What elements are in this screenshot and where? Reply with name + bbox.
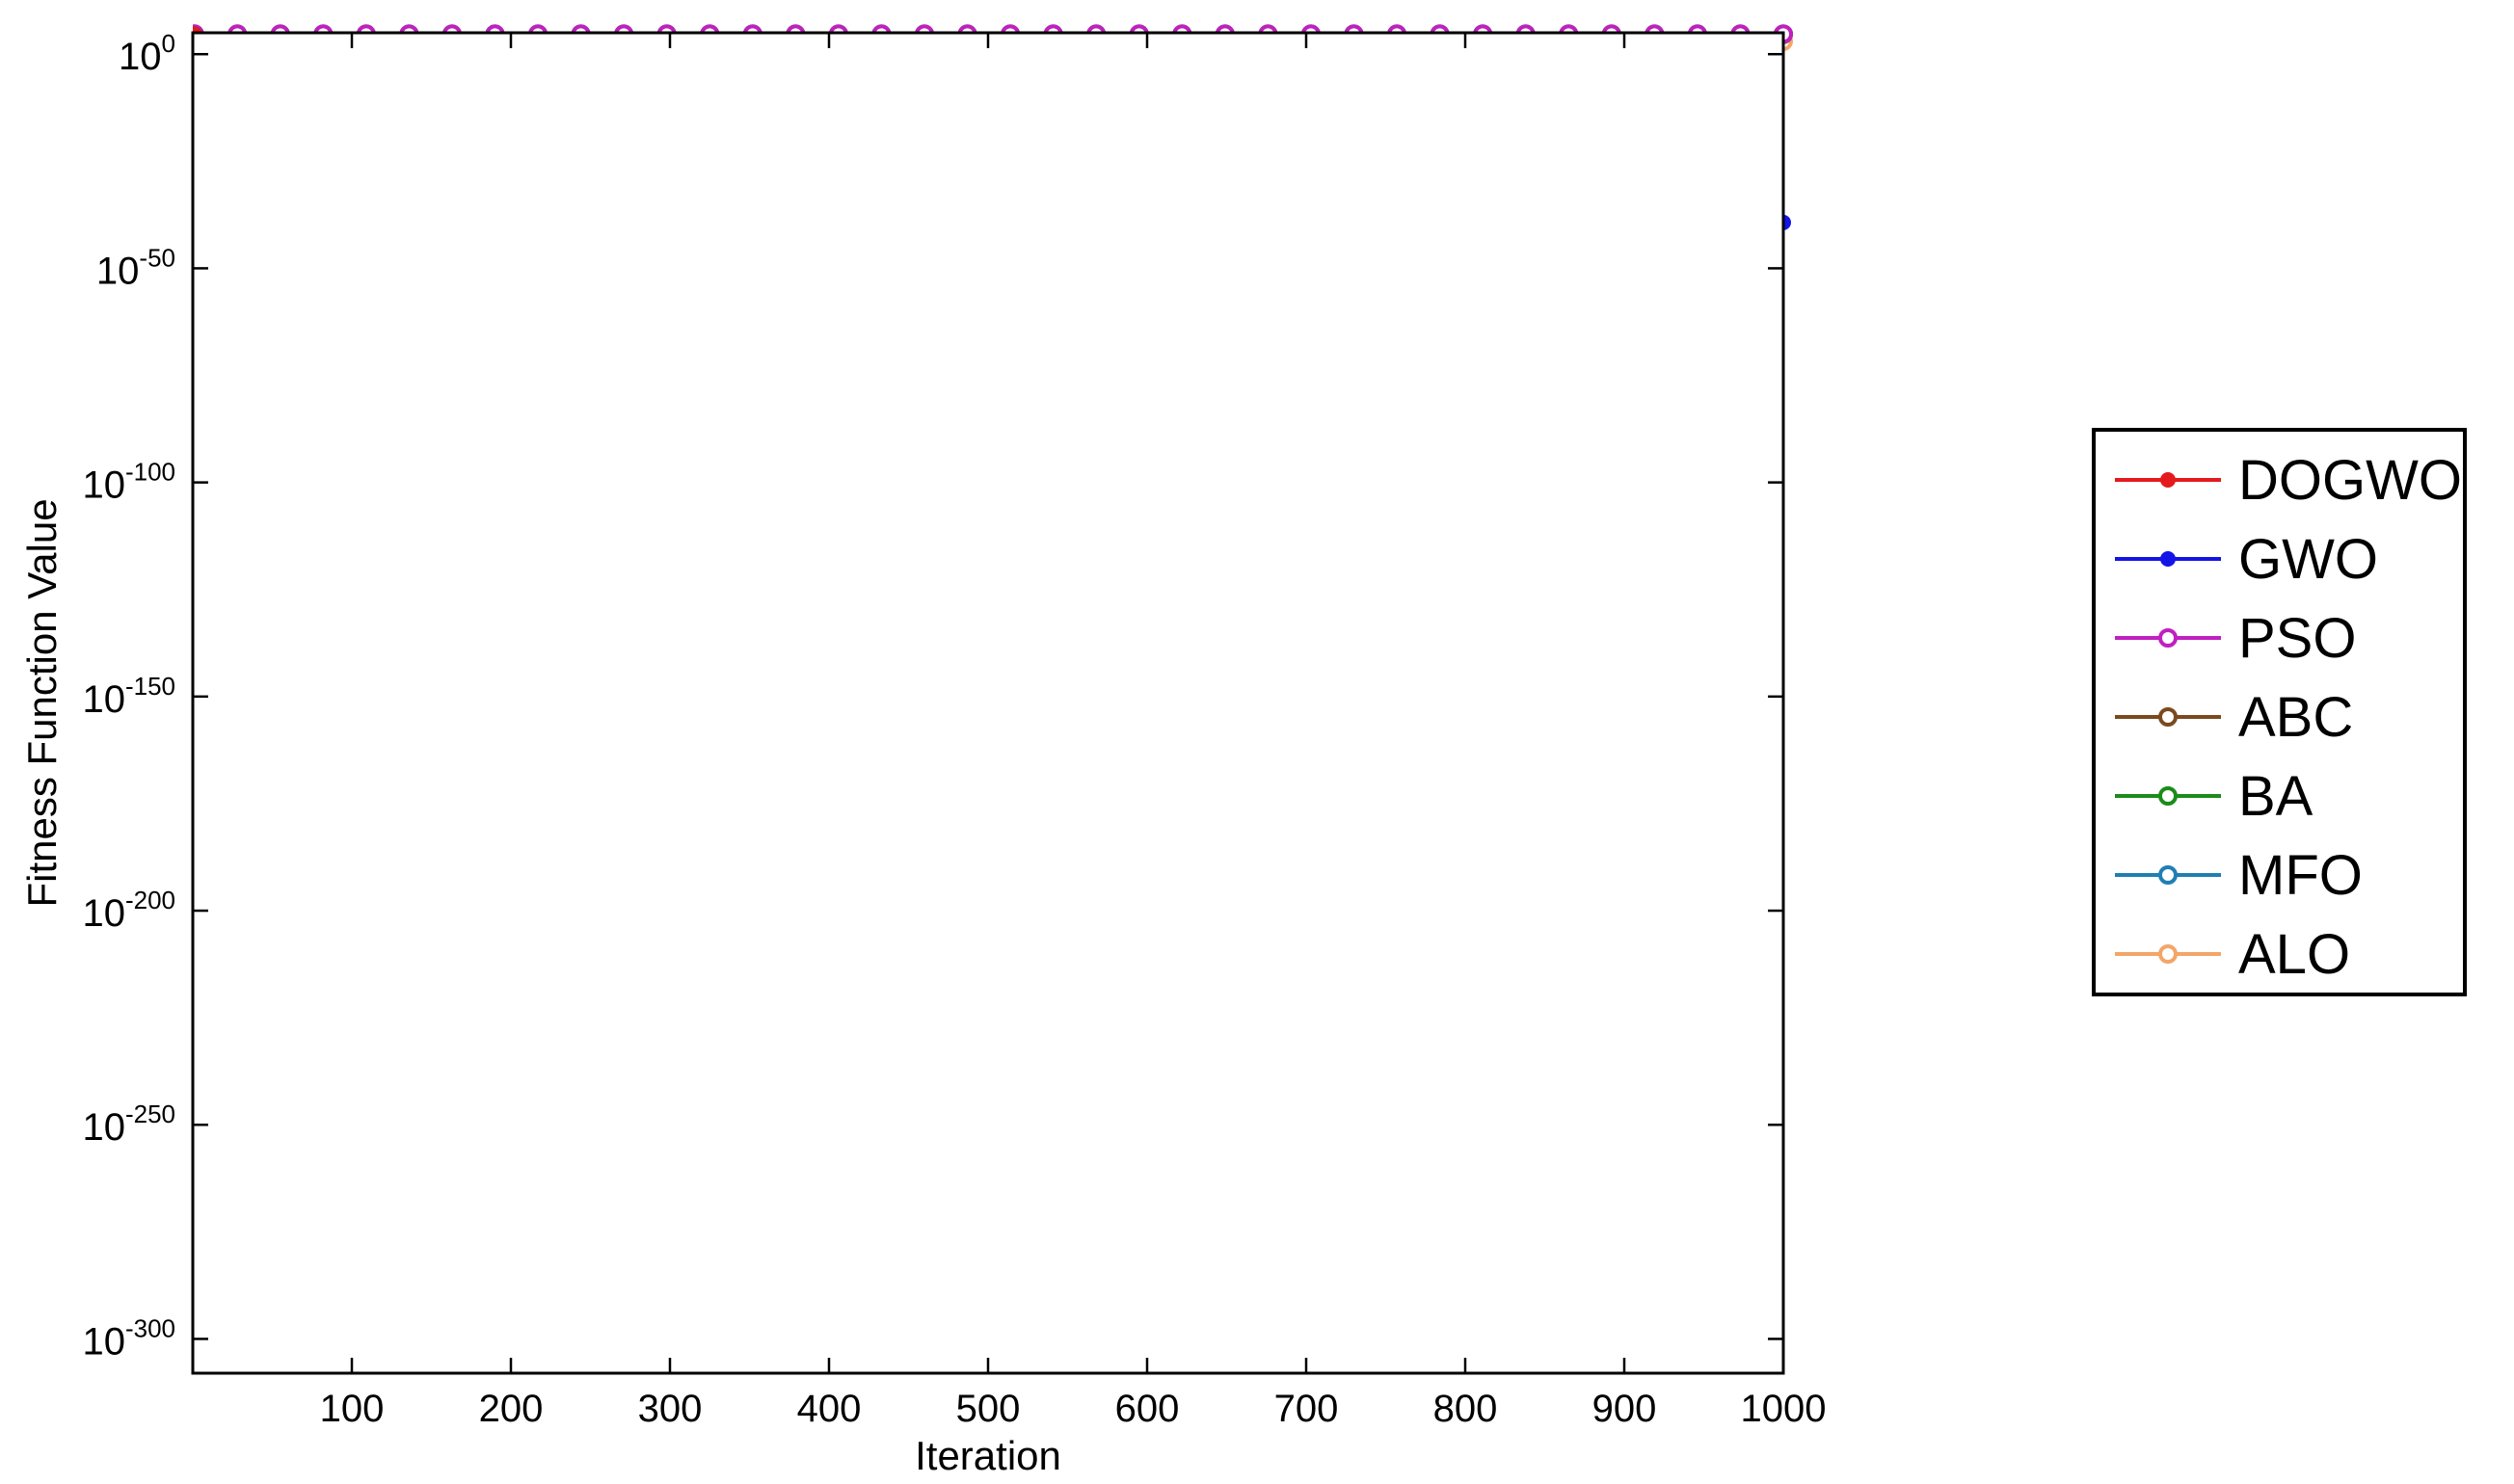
legend-label: ABC: [2238, 686, 2353, 749]
legend-label: GWO: [2238, 528, 2378, 591]
legend-item-abc: ABC: [2115, 686, 2353, 749]
data-point: [2158, 944, 2178, 964]
data-point: [2158, 786, 2178, 806]
y-tick-label: 10-200: [82, 886, 175, 935]
y-tick-label: 10-300: [82, 1313, 175, 1363]
legend-label: DOGWO: [2238, 449, 2462, 512]
axes: 100 200 300 400 500 600 700 800 900 1000 100 10-50 1…: [82, 29, 1826, 1430]
y-tick-label: 100: [119, 29, 175, 78]
legend-label: PSO: [2238, 607, 2357, 670]
x-tick-label: 800: [1433, 1388, 1498, 1430]
y-axis-title: Fitness Function Value: [19, 498, 65, 907]
x-tick-label: 300: [638, 1388, 703, 1430]
legend: DOGWO GWO PSO ABC BA MFO ALO: [2092, 428, 2467, 996]
legend-label: ALO: [2238, 923, 2350, 986]
data-point: [2160, 551, 2176, 567]
legend-item-gwo: GWO: [2115, 528, 2378, 591]
y-tick-label: 10-150: [82, 672, 175, 721]
legend-box: [2092, 428, 2467, 996]
legend-item-dogwo: DOGWO: [2115, 449, 2462, 512]
x-tick-label: 700: [1274, 1388, 1339, 1430]
x-tick-label: 1000: [1741, 1388, 1827, 1430]
x-tick-label: 600: [1115, 1388, 1180, 1430]
legend-label: MFO: [2238, 844, 2363, 907]
legend-item-mfo: MFO: [2115, 844, 2363, 907]
x-tick-label: 400: [797, 1388, 862, 1430]
legend-label: BA: [2238, 765, 2313, 828]
y-tick-label: 10-50: [96, 243, 175, 292]
y-tick-label: 10-100: [82, 458, 175, 507]
data-point: [2158, 865, 2178, 885]
legend-item-pso: PSO: [2115, 607, 2357, 670]
data-point: [2158, 707, 2178, 727]
x-tick-label: 900: [1592, 1388, 1657, 1430]
data-point: [2160, 472, 2176, 488]
x-tick-label: 200: [479, 1388, 544, 1430]
legend-item-ba: BA: [2115, 765, 2313, 828]
x-tick-label: 500: [956, 1388, 1021, 1430]
legend-item-alo: ALO: [2115, 923, 2350, 986]
x-axis-title: Iteration: [915, 1433, 1061, 1478]
x-tick-label: 100: [320, 1388, 385, 1430]
data-point: [2158, 628, 2178, 648]
plot-frame: [191, 31, 1785, 1375]
y-tick-label: 10-250: [82, 1100, 175, 1149]
